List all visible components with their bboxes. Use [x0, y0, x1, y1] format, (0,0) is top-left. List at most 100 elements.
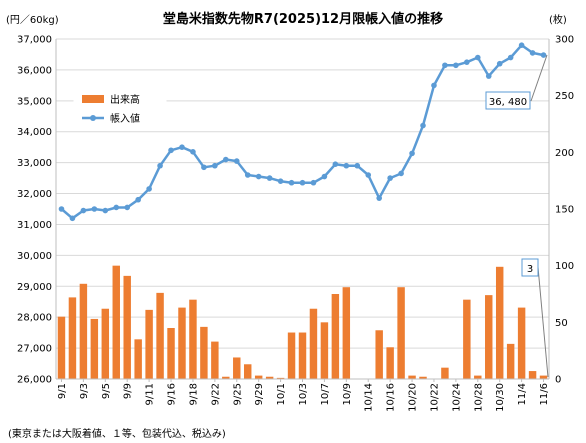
settlement-point: [540, 52, 547, 58]
volume-bar: [276, 377, 285, 379]
left-tick-label: 37,000: [17, 35, 52, 46]
volume-bars: [57, 265, 548, 379]
volume-bar: [134, 339, 142, 379]
callout-volume-box: [521, 258, 539, 277]
settlement-point: [91, 206, 98, 212]
callout-settlement-box: [485, 91, 531, 110]
right-tick-label: 0: [555, 375, 561, 386]
x-tick-label: 11/4: [517, 383, 528, 405]
settlement-point: [409, 150, 415, 157]
x-tick-label: 10/20: [408, 383, 419, 412]
settlement-point: [310, 179, 317, 186]
chart-title: 堂島米指数先物R7(2025)12月限帳入値の推移: [163, 11, 443, 27]
right-tick-label: 300: [555, 35, 574, 46]
x-tick-label: 9/1: [57, 383, 68, 399]
settlement-point: [485, 73, 492, 79]
settlement-point: [102, 207, 109, 214]
volume-bar: [57, 316, 66, 379]
callout-settlement-text: 36, 480: [489, 97, 527, 108]
settlement-point: [233, 158, 240, 164]
settlement-point: [387, 175, 393, 181]
right-axis-unit: (枚): [549, 13, 567, 26]
settlement-point: [398, 170, 404, 177]
settlement-point: [518, 42, 525, 48]
left-tick-label: 30,000: [17, 251, 52, 262]
settlement-point: [146, 186, 152, 192]
volume-bar: [539, 375, 548, 379]
settlement-point: [453, 62, 459, 69]
x-tick-label: 9/16: [167, 383, 178, 405]
x-tick-label: 10/24: [451, 383, 462, 412]
right-axis-ticks: 300 250 200 150 100 50 0: [555, 35, 574, 386]
legend: 出来高 帳入値: [73, 85, 167, 129]
volume-bar: [68, 297, 77, 379]
left-tick-label: 26,000: [17, 375, 52, 386]
volume-bar: [320, 322, 329, 379]
settlement-point: [354, 162, 361, 169]
x-tick-label: 10/16: [386, 383, 397, 412]
settlement-point: [124, 204, 131, 211]
volume-bar: [309, 308, 318, 379]
volume-bar: [243, 364, 252, 379]
volume-bar: [112, 265, 120, 379]
x-tick-label: 10/1: [276, 383, 287, 405]
x-tick-label: 9/3: [79, 383, 90, 399]
volume-bar: [287, 332, 296, 379]
volume-bar: [222, 376, 230, 379]
right-tick-label: 50: [555, 318, 568, 329]
volume-bar: [419, 376, 427, 379]
callout-volume-leader: [537, 266, 549, 378]
left-tick-label: 28,000: [17, 313, 52, 324]
right-tick-label: 200: [555, 148, 574, 159]
x-tick-label: 10/30: [495, 383, 506, 412]
volume-bar: [474, 375, 482, 379]
settlement-point: [321, 173, 328, 180]
settlement-point: [464, 59, 470, 65]
volume-bar: [397, 287, 405, 379]
volume-bar: [189, 299, 197, 379]
volume-bar: [90, 318, 99, 379]
volume-bar: [441, 367, 449, 379]
volume-bar: [463, 299, 471, 379]
settlement-point: [376, 195, 382, 201]
legend-label-settlement: 帳入値: [110, 112, 140, 125]
x-tick-label: 9/11: [145, 383, 156, 405]
settlement-point: [277, 178, 284, 184]
volume-bar: [528, 371, 537, 379]
settlement-point: [442, 62, 448, 69]
legend-box: [73, 85, 167, 129]
x-tick-label: 9/25: [232, 383, 243, 405]
x-tick-label: 10/7: [320, 383, 331, 405]
volume-bar: [342, 287, 351, 379]
volume-bar: [254, 375, 263, 379]
volume-bar: [101, 308, 110, 379]
legend-swatch-volume: [82, 95, 104, 103]
legend-swatch-marker: [90, 115, 96, 121]
settlement-point: [474, 54, 481, 61]
right-tick-label: 150: [555, 205, 574, 216]
settlement-line: [58, 42, 547, 222]
settlement-point: [69, 215, 76, 222]
volume-bar: [156, 292, 164, 379]
settlement-point: [135, 196, 141, 203]
volume-bar: [506, 343, 515, 379]
callout-volume: 3: [521, 258, 549, 378]
left-tick-label: 32,000: [17, 189, 52, 200]
volume-bar: [495, 266, 504, 379]
settlement-point: [332, 161, 339, 167]
left-tick-label: 27,000: [17, 344, 52, 355]
volume-bar: [200, 326, 208, 379]
volume-bar: [408, 375, 416, 379]
x-axis-ticks: 9/1 9/3 9/5 9/9 9/11 9/16 9/18 9/22 9/25 9/29 10/1…: [57, 379, 550, 412]
left-axis-unit: (円／60kg): [6, 14, 59, 26]
x-tick-label: 9/5: [101, 383, 112, 399]
volume-bar: [485, 295, 493, 379]
settlement-point: [212, 162, 218, 169]
callout-volume-text: 3: [527, 264, 533, 275]
x-tick-label: 9/18: [188, 383, 199, 405]
x-tick-label: 10/28: [473, 383, 484, 412]
settlement-point: [190, 149, 196, 155]
settlement-point: [420, 122, 426, 129]
settlement-point: [431, 82, 437, 89]
volume-bar: [123, 275, 131, 379]
